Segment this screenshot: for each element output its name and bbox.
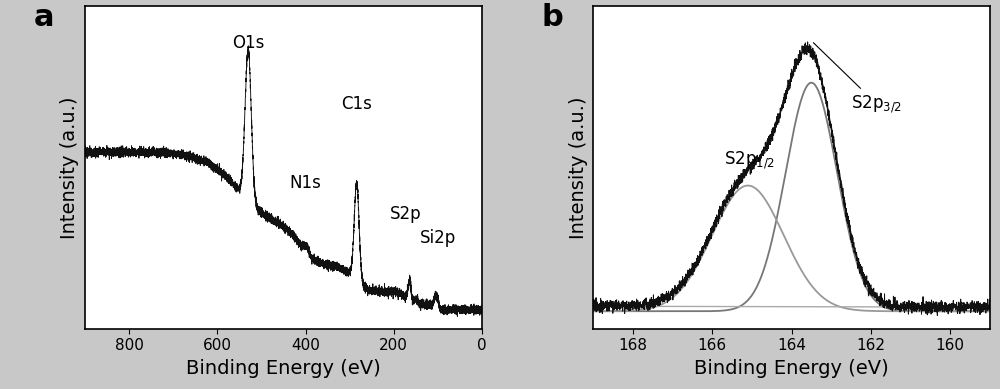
Text: Si2p: Si2p xyxy=(420,229,456,247)
Text: O1s: O1s xyxy=(232,34,264,52)
Text: S2p$_{3/2}$: S2p$_{3/2}$ xyxy=(813,43,902,115)
Y-axis label: Intensity (a.u.): Intensity (a.u.) xyxy=(60,96,79,238)
Y-axis label: Intensity (a.u.): Intensity (a.u.) xyxy=(569,96,588,238)
Text: S2p: S2p xyxy=(390,205,421,223)
X-axis label: Binding Energy (eV): Binding Energy (eV) xyxy=(186,359,381,378)
X-axis label: Binding Energy (eV): Binding Energy (eV) xyxy=(694,359,889,378)
Text: N1s: N1s xyxy=(290,174,321,192)
Text: S2p$_{1/2}$: S2p$_{1/2}$ xyxy=(724,149,775,171)
Text: a: a xyxy=(33,3,54,32)
Text: b: b xyxy=(541,3,563,32)
Text: C1s: C1s xyxy=(341,95,372,114)
